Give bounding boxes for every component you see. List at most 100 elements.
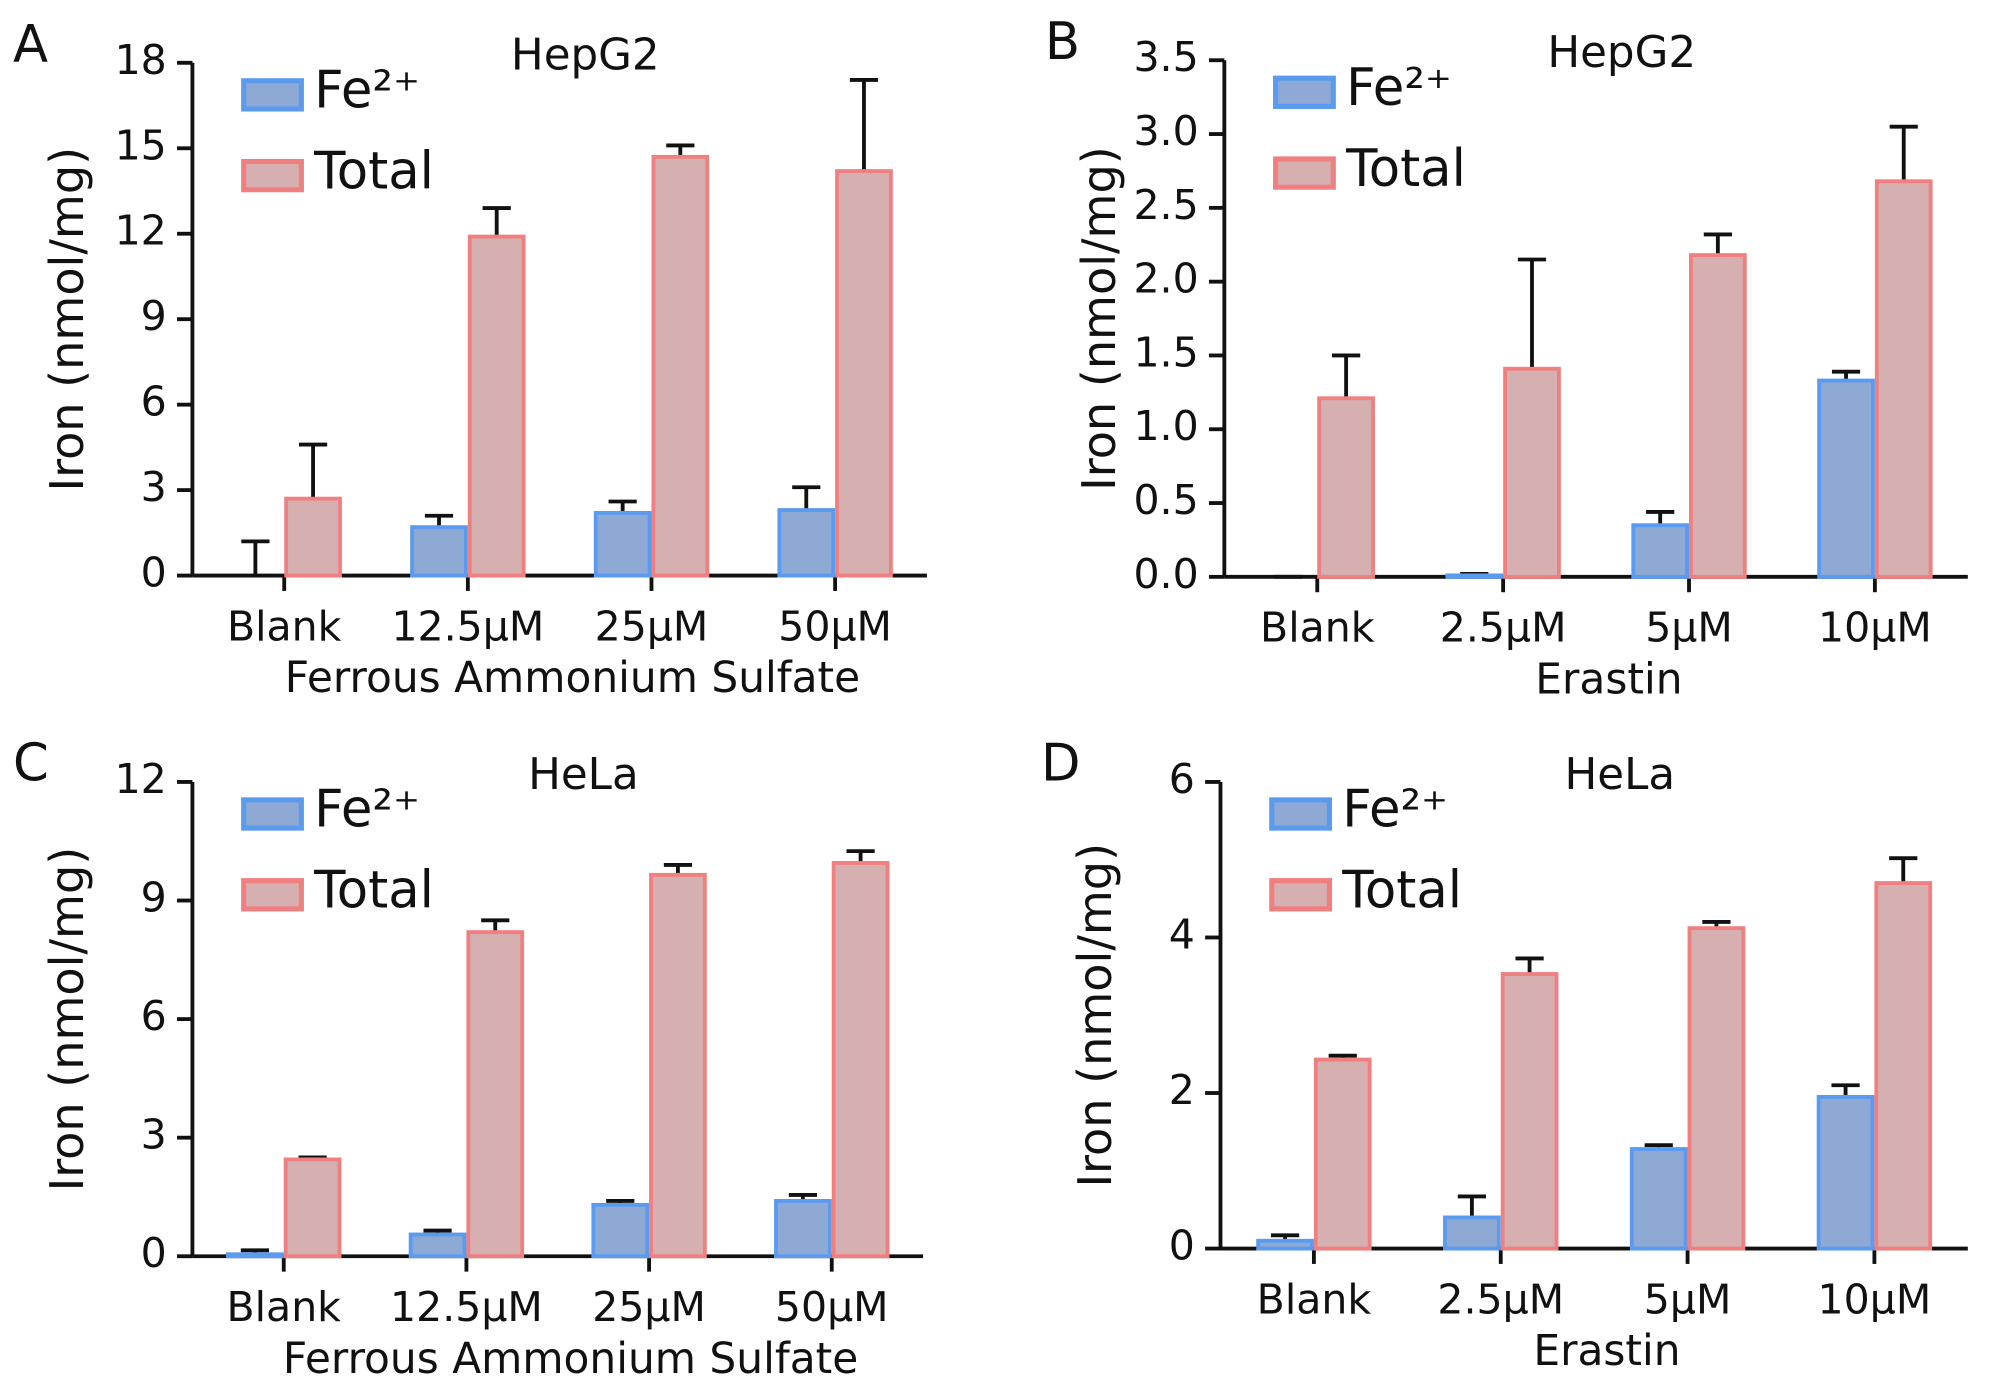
- legend-label: Total: [1345, 139, 1466, 199]
- x-tick-label: Blank: [227, 1283, 342, 1331]
- legend-swatch: [241, 878, 304, 912]
- legend-swatch: [1269, 878, 1333, 912]
- bar: [1687, 926, 1746, 1251]
- x-tick-label: 25μM: [595, 602, 709, 650]
- bar: [591, 1202, 650, 1259]
- bar: [1445, 573, 1504, 579]
- x-axis-label: Ferrous Ammonium Sulfate: [285, 653, 860, 702]
- legend-label: Total: [313, 141, 434, 201]
- legend-label: Total: [1341, 860, 1462, 920]
- legend-label: Fe²⁺: [314, 780, 420, 840]
- y-tick-label: 0: [1169, 1222, 1195, 1270]
- bar: [226, 1252, 284, 1259]
- y-tick-label: 0: [141, 549, 167, 597]
- legend-label: Fe²⁺: [1346, 58, 1452, 118]
- bar: [1817, 378, 1875, 579]
- panel-label: C: [13, 734, 49, 794]
- x-tick-label: Blank: [227, 602, 342, 650]
- legend-swatch: [1273, 156, 1336, 190]
- x-tick-label: 2.5μM: [1437, 1275, 1564, 1323]
- x-tick-label: 5μM: [1644, 1275, 1732, 1323]
- x-tick-label: 10μM: [1818, 604, 1932, 652]
- legend-swatch: [241, 797, 304, 831]
- x-axis-label: Erastin: [1533, 1326, 1680, 1375]
- y-tick-label: 2: [1169, 1066, 1195, 1114]
- x-tick-label: 50μM: [778, 602, 892, 650]
- y-tick-label: 6: [141, 992, 167, 1040]
- y-tick-label: 0.0: [1133, 550, 1198, 598]
- bar: [1500, 972, 1559, 1251]
- y-axis-label: Iron (nmol/mg): [40, 147, 94, 492]
- x-tick-label: 50μM: [775, 1283, 889, 1331]
- chart-title: HeLa: [528, 750, 639, 800]
- bar: [467, 234, 526, 578]
- y-tick-label: 3: [141, 1111, 167, 1159]
- bar: [408, 1232, 467, 1259]
- y-tick-label: 3.5: [1133, 33, 1198, 81]
- y-tick-label: 4: [1169, 910, 1195, 958]
- legend-label: Fe²⁺: [1342, 780, 1448, 840]
- y-tick-label: 18: [115, 36, 167, 84]
- y-tick-label: 0.5: [1133, 476, 1198, 524]
- y-tick-label: 2.5: [1133, 181, 1198, 229]
- panel-label: B: [1045, 12, 1080, 72]
- chart-title: HepG2: [511, 31, 660, 81]
- y-tick-label: 3: [141, 463, 167, 511]
- bar: [1443, 1215, 1501, 1251]
- bar: [1874, 881, 1933, 1251]
- y-tick-label: 1.0: [1133, 402, 1198, 450]
- chart-title: HepG2: [1547, 28, 1696, 78]
- legend-label: Total: [313, 860, 434, 920]
- bar: [1313, 1057, 1372, 1251]
- x-tick-label: 25μM: [592, 1283, 706, 1331]
- y-axis-label: Iron (nmol/mg): [40, 847, 94, 1192]
- bar: [1689, 253, 1747, 579]
- y-tick-label: 15: [115, 121, 167, 169]
- y-tick-label: 0: [141, 1229, 167, 1277]
- legend-swatch: [241, 78, 304, 112]
- bar: [1503, 366, 1561, 579]
- legend-swatch: [1269, 797, 1333, 831]
- y-tick-label: 6: [141, 378, 167, 426]
- bar: [1631, 523, 1690, 579]
- y-axis-label: Iron (nmol/mg): [1068, 843, 1122, 1188]
- x-tick-label: 5μM: [1645, 604, 1733, 652]
- bar: [466, 930, 525, 1259]
- y-tick-label: 2.0: [1133, 255, 1198, 303]
- x-tick-label: 12.5μM: [391, 602, 544, 650]
- x-axis-label: Ferrous Ammonium Sulfate: [283, 1334, 858, 1383]
- bar: [410, 525, 468, 578]
- bar: [1816, 1094, 1875, 1251]
- bar: [835, 169, 893, 578]
- panel-label: A: [13, 14, 48, 74]
- legend-label: Fe²⁺: [314, 61, 420, 121]
- x-tick-label: Blank: [1257, 1275, 1372, 1323]
- x-tick-label: 2.5μM: [1440, 604, 1567, 652]
- bar: [593, 510, 652, 578]
- bar: [831, 861, 890, 1259]
- bar: [1256, 1238, 1314, 1251]
- bar: [1317, 396, 1375, 579]
- y-tick-label: 12: [115, 207, 167, 255]
- x-tick-label: 12.5μM: [390, 1283, 543, 1331]
- y-tick-label: 6: [1169, 755, 1195, 803]
- bar: [284, 496, 342, 578]
- x-tick-label: Blank: [1260, 604, 1375, 652]
- bar: [1874, 179, 1933, 579]
- bar: [651, 154, 710, 578]
- bar: [774, 1198, 832, 1259]
- bar: [1629, 1147, 1688, 1251]
- y-tick-label: 3.0: [1133, 107, 1198, 155]
- bar: [777, 508, 836, 578]
- y-tick-label: 1.5: [1133, 328, 1198, 376]
- x-axis-label: Erastin: [1535, 654, 1682, 703]
- panel-label: D: [1041, 734, 1080, 794]
- y-tick-label: 9: [141, 874, 167, 922]
- legend-swatch: [1273, 75, 1336, 109]
- y-tick-label: 9: [141, 292, 167, 340]
- bar: [283, 1157, 342, 1259]
- y-tick-label: 12: [115, 755, 167, 803]
- y-axis-label: Iron (nmol/mg): [1072, 146, 1126, 491]
- bar: [649, 872, 707, 1259]
